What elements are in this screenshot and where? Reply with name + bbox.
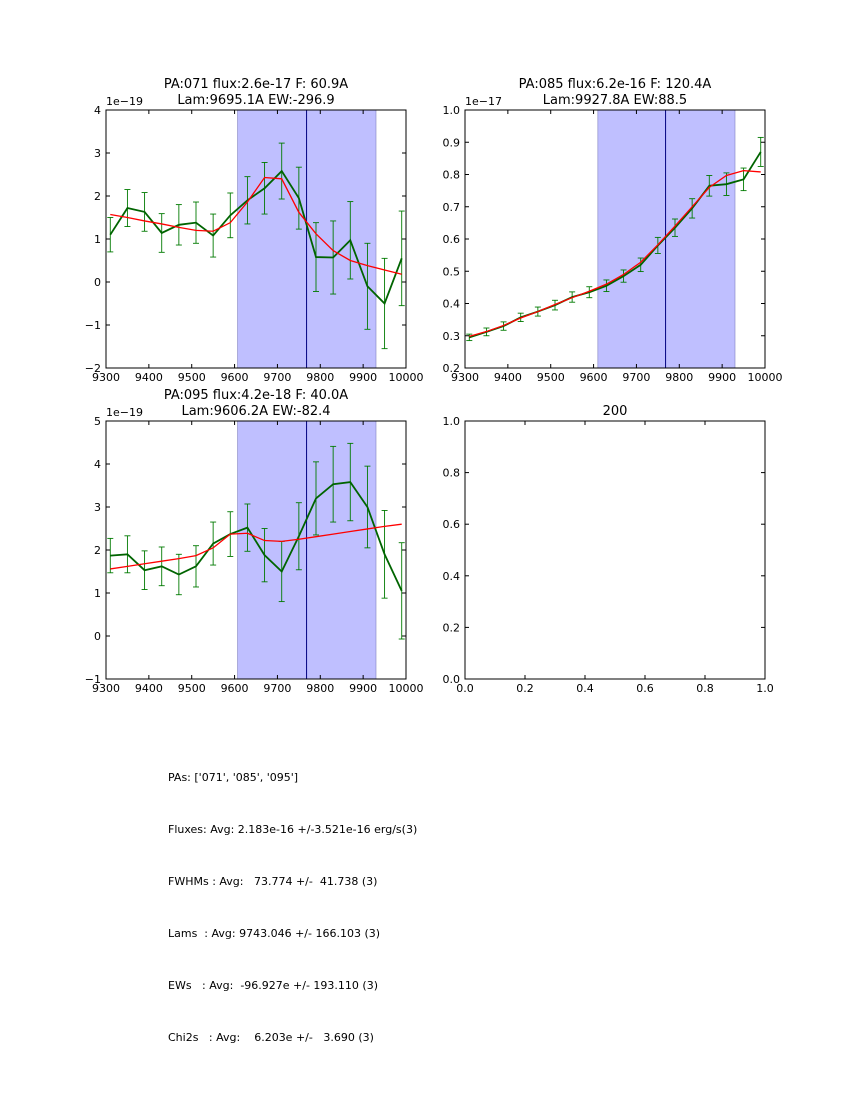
x-tick-label: 9400 <box>135 371 163 384</box>
series-data <box>109 169 403 306</box>
subplot-4: 0.0 0.2 0.4 0.6 0.8 1.0 0.0 0.2 0.4 0.6 0.8 1.0 200 <box>443 404 774 695</box>
chart-title: PA:095 flux:4.2e-18 F: 40.0A <box>164 388 348 403</box>
x-tick-label: 10000 <box>748 371 783 384</box>
x-tick-label: 10000 <box>389 371 424 384</box>
stats-lams: Lams : Avg: 9743.046 +/- 166.103 (3) <box>168 927 381 940</box>
subplot-3: 9300 9400 9500 9600 9700 9800 9900 10000 −1 0 1 2 3 4… <box>85 388 424 695</box>
chart-title: Lam:9606.2A EW:-82.4 <box>181 404 330 419</box>
x-tick-label: 9300 <box>92 371 120 384</box>
x-tick-label: 9700 <box>263 682 291 695</box>
stats-chi2s: Chi2s : Avg: 6.203e +/- 3.690 (3) <box>168 1031 374 1044</box>
y-tick-label: −2 <box>85 362 101 375</box>
x-tick-label: 0.8 <box>696 682 714 695</box>
y-tick-label: 0.0 <box>443 673 461 686</box>
y-tick-label: 1.0 <box>443 104 461 117</box>
y-scale-label: 1e−17 <box>465 95 502 108</box>
y-tick-label: 5 <box>94 415 101 428</box>
series-fit <box>469 169 761 338</box>
x-tick-label: 1.0 <box>756 682 774 695</box>
y-tick-label: 0.2 <box>443 621 461 634</box>
x-tick-label: 9500 <box>178 682 206 695</box>
x-tick-label: 9700 <box>263 371 291 384</box>
chart-title: PA:085 flux:6.2e-16 F: 120.4A <box>519 77 712 92</box>
axes-frame <box>464 420 766 680</box>
x-tick-label: 9900 <box>349 682 377 695</box>
x-tick-label: 9400 <box>494 371 522 384</box>
x-tick-label: 9900 <box>349 371 377 384</box>
chart-title: 200 <box>603 404 628 419</box>
summary-stats: PAs: ['071', '085', '095'] Fluxes: Avg: … <box>168 745 417 1070</box>
chart-title: Lam:9695.1A EW:-296.9 <box>177 93 334 108</box>
x-tick-label: 9800 <box>306 371 334 384</box>
series-fit <box>110 176 402 275</box>
y-tick-label: 2 <box>94 190 101 203</box>
y-tick-label: 0.4 <box>443 298 461 311</box>
y-tick-label: 3 <box>94 501 101 514</box>
x-tick-label: 9900 <box>708 371 736 384</box>
subplot-2: 9300 9400 9500 9600 9700 9800 9900 10000 0.2 0.3 0… <box>443 77 783 384</box>
x-tick-label: 9600 <box>221 682 249 695</box>
x-tick-label: 0.2 <box>516 682 534 695</box>
y-tick-label: 4 <box>94 104 101 117</box>
x-tick-label: 9600 <box>221 371 249 384</box>
y-scale-label: 1e−19 <box>106 95 143 108</box>
x-tick-label: 9800 <box>665 371 693 384</box>
x-tick-label: 9700 <box>622 371 650 384</box>
stats-fluxes: Fluxes: Avg: 2.183e-16 +/-3.521e-16 erg/… <box>168 823 418 836</box>
x-tick-label: 9400 <box>135 682 163 695</box>
y-tick-label: 0.2 <box>443 362 461 375</box>
x-tick-label: 9300 <box>451 371 479 384</box>
x-tick-label: 0.0 <box>456 682 474 695</box>
y-tick-label: 0.8 <box>443 169 461 182</box>
y-tick-label: 1.0 <box>443 415 461 428</box>
stats-pas: PAs: ['071', '085', '095'] <box>168 771 299 784</box>
stats-fwhms: FWHMs : Avg: 73.774 +/- 41.738 (3) <box>168 875 378 888</box>
stats-ews: EWs : Avg: -96.927e +/- 193.110 (3) <box>168 979 378 992</box>
series-data <box>110 481 403 592</box>
chart-title: Lam:9927.8A EW:88.5 <box>543 93 687 108</box>
y-tick-label: 4 <box>94 458 101 471</box>
x-tick-label: 9300 <box>92 682 120 695</box>
x-tick-label: 9500 <box>537 371 565 384</box>
x-tick-label: 9600 <box>580 371 608 384</box>
y-scale-label: 1e−19 <box>106 406 143 419</box>
x-tick-label: 0.6 <box>636 682 654 695</box>
highlight-band <box>597 109 736 369</box>
y-tick-label: 0.4 <box>443 570 461 583</box>
y-tick-label: 0.5 <box>443 265 461 278</box>
y-tick-label: 0.8 <box>443 467 461 480</box>
y-tick-label: 0 <box>94 276 101 289</box>
y-tick-label: 0.6 <box>443 233 461 246</box>
chart-title: PA:071 flux:2.6e-17 F: 60.9A <box>164 77 348 92</box>
x-tick-label: 0.4 <box>576 682 594 695</box>
x-tick-label: 9500 <box>178 371 206 384</box>
series-fit <box>110 523 402 570</box>
y-tick-label: 1 <box>94 233 101 246</box>
y-tick-label: 2 <box>94 544 101 557</box>
y-tick-label: 0 <box>94 630 101 643</box>
y-tick-label: −1 <box>85 319 101 332</box>
y-tick-label: 0.3 <box>443 330 461 343</box>
y-tick-label: 0.7 <box>443 201 461 214</box>
y-tick-label: 1 <box>94 587 101 600</box>
y-tick-label: −1 <box>85 673 101 686</box>
subplot-1: 9300 9400 9500 9600 9700 9800 9900 10000 −2 −1 0 1 2… <box>85 77 424 384</box>
y-tick-label: 0.6 <box>443 518 461 531</box>
y-tick-label: 0.9 <box>443 136 461 149</box>
x-tick-label: 9800 <box>306 682 334 695</box>
y-tick-label: 3 <box>94 147 101 160</box>
x-tick-label: 10000 <box>389 682 424 695</box>
